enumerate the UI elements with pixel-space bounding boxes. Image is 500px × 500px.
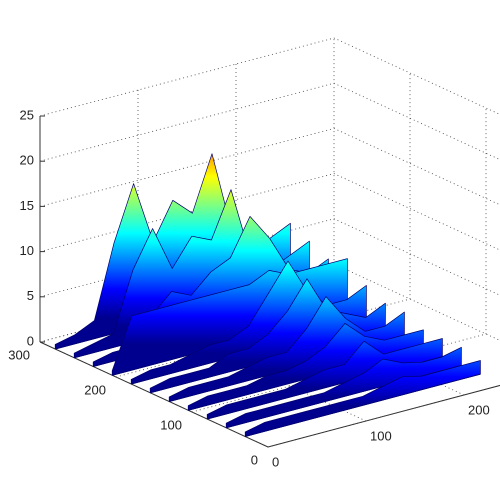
y-tick-label: 100	[160, 417, 182, 432]
x-tick-label: 0	[272, 454, 279, 469]
z-tick-label: 20	[20, 153, 34, 168]
axis-line	[267, 384, 500, 448]
y-tick-label: 300	[8, 347, 30, 362]
grid-line	[39, 173, 500, 252]
grid-line	[191, 108, 487, 413]
grid-line	[39, 218, 500, 298]
axis-line	[39, 341, 269, 448]
z-tick-label: 0	[27, 333, 34, 348]
x-tick-label: 100	[370, 428, 392, 443]
z-tick-label: 10	[20, 243, 34, 258]
ridge	[206, 338, 443, 420]
ridge	[225, 346, 462, 429]
grid-line	[39, 37, 500, 117]
z-tick-label: 15	[20, 198, 34, 213]
grid-line	[39, 127, 500, 207]
z-tick-label: 5	[27, 288, 34, 303]
y-tick-label: 0	[251, 452, 258, 467]
ridge	[149, 278, 386, 394]
ridge	[168, 296, 405, 402]
grid-line	[115, 73, 411, 378]
grid-line	[39, 82, 500, 162]
ridge	[244, 360, 481, 437]
x-tick-label: 200	[468, 402, 490, 417]
y-tick-label: 200	[84, 382, 106, 397]
z-tick-label: 25	[20, 107, 34, 122]
